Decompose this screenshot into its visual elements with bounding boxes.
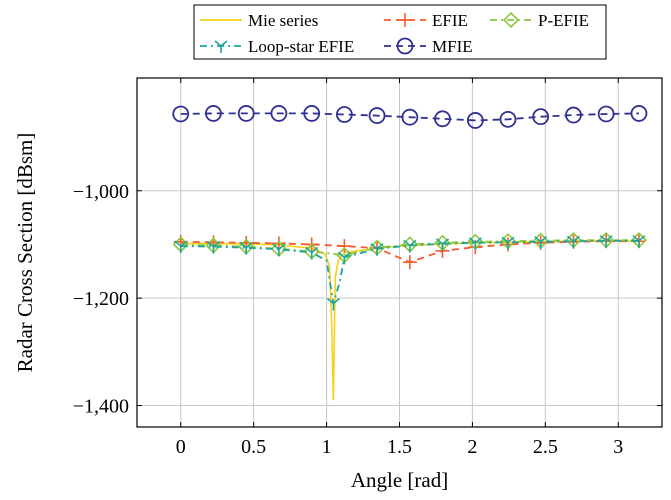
legend-swatch-marker — [398, 13, 412, 27]
series-point — [174, 240, 188, 254]
legend-entry: EFIE — [384, 11, 468, 30]
series-point — [335, 106, 353, 123]
series-point — [534, 236, 548, 249]
series-point — [303, 105, 321, 122]
x-tick-label: 1 — [322, 436, 332, 458]
series-point — [565, 106, 582, 124]
legend-swatch-marker — [396, 37, 414, 55]
series-point — [205, 105, 222, 122]
series-point — [401, 108, 419, 126]
series-point — [206, 240, 220, 254]
series-point — [326, 297, 340, 311]
grid — [137, 78, 662, 427]
x-tick-label: 2 — [467, 436, 477, 458]
series-point — [632, 235, 646, 248]
series-point — [370, 243, 384, 256]
series-point — [532, 108, 550, 126]
legend-label: Loop-star EFIE — [248, 37, 354, 56]
y-tick-label: −1,200 — [73, 288, 129, 310]
series-point — [436, 238, 450, 251]
series-point — [468, 237, 482, 250]
series-point — [501, 236, 515, 250]
legend-swatch-marker — [502, 11, 520, 29]
series-point — [305, 246, 319, 260]
series-point — [368, 107, 386, 124]
legend-label: P-EFIE — [538, 11, 589, 30]
series-area — [172, 105, 648, 401]
legend-entry: Loop-star EFIE — [200, 37, 354, 56]
series-point — [239, 242, 253, 255]
legend-label: EFIE — [432, 11, 468, 30]
series-point — [271, 236, 286, 251]
series-point — [566, 235, 580, 249]
series-point — [272, 243, 286, 257]
series-point — [337, 251, 351, 265]
series-point — [499, 110, 517, 128]
y-tick-label: −1,400 — [73, 396, 129, 418]
x-tick-label: 1.5 — [387, 436, 412, 458]
series-point — [599, 235, 613, 248]
series-3 — [174, 235, 646, 311]
series-point — [172, 105, 190, 123]
x-tick-label: 0 — [176, 436, 186, 458]
series-point — [402, 255, 417, 270]
x-tick-label: 3 — [613, 436, 623, 458]
x-axis-label: Angle [rad] — [351, 468, 448, 492]
series-point — [597, 105, 615, 123]
series-point — [434, 110, 451, 128]
x-tick-label: 0.5 — [241, 436, 266, 458]
legend-swatch-marker — [214, 40, 228, 53]
series-point — [466, 112, 484, 129]
series-line — [180, 239, 639, 304]
legend-label: MFIE — [432, 37, 473, 56]
series-point — [403, 239, 417, 253]
series-line — [180, 112, 640, 122]
legend: Mie series EFIE P-EFIE Loop-star EFIE MFIE — [193, 4, 607, 60]
series-point — [337, 239, 352, 254]
series-4 — [172, 105, 648, 129]
y-axis-label: Radar Cross Section [dBsm] — [13, 133, 37, 373]
legend-box — [193, 4, 607, 60]
legend-entry: P-EFIE — [490, 11, 589, 30]
legend-entry: MFIE — [384, 37, 473, 56]
x-tick-label: 2.5 — [533, 436, 558, 458]
legend-label: Mie series — [248, 11, 318, 30]
legend-entry: Mie series — [200, 11, 318, 30]
axis-ticks: 0 0.5 1 1.5 2 2.5 3 −1,000 −1,200 −1,400 — [73, 78, 662, 458]
y-tick-label: −1,000 — [73, 181, 129, 203]
series-point — [630, 105, 648, 122]
series-point — [237, 105, 255, 122]
series-point — [270, 105, 288, 122]
